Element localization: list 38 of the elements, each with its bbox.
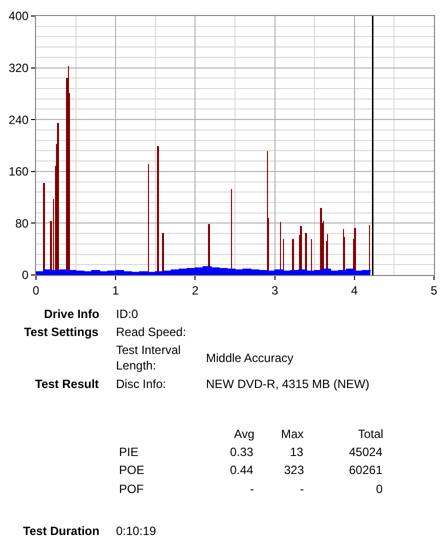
- text: -: [250, 482, 254, 496]
- y-tick-label: 240: [8, 112, 29, 127]
- y-tick-label: 80: [15, 216, 29, 230]
- text: 0:10:19: [116, 524, 156, 538]
- y-tick-label: 160: [8, 164, 29, 179]
- text: PIE: [119, 445, 138, 459]
- text: Middle Accuracy: [206, 351, 294, 365]
- text: Avg: [234, 427, 254, 441]
- text: NEW DVD-R, 4315 MB (NEW): [206, 377, 370, 391]
- x-tick-label: 2: [192, 283, 199, 298]
- text: Disc Info:: [116, 377, 166, 391]
- text: Test Interval Length:: [116, 343, 181, 373]
- y-tick-label: 400: [8, 9, 29, 24]
- x-tick-label: 0: [32, 283, 40, 298]
- text: Drive Info: [44, 307, 100, 321]
- text: 13: [290, 445, 304, 459]
- text: Total: [358, 427, 384, 441]
- text: 323: [284, 463, 304, 477]
- text: 45024: [349, 445, 383, 459]
- x-tick-label: 4: [351, 283, 358, 298]
- text: 60261: [349, 463, 383, 477]
- text: 0.44: [230, 463, 254, 477]
- x-tick-label: 1: [112, 283, 120, 298]
- text: POF: [119, 482, 144, 496]
- text: Max: [281, 427, 304, 441]
- text: Test Duration: [23, 524, 100, 538]
- text: 0: [376, 482, 383, 496]
- text: 0.33: [230, 445, 254, 459]
- text: Test Settings: [24, 325, 99, 339]
- y-tick-label: 0: [22, 268, 29, 282]
- text: Test Result: [35, 377, 99, 391]
- text: ID:0: [116, 307, 138, 321]
- y-tick-label: 320: [8, 61, 29, 75]
- text: Read Speed:: [116, 325, 186, 339]
- text: -: [300, 482, 304, 496]
- x-tick-label: 5: [430, 283, 438, 298]
- x-tick-label: 3: [271, 283, 278, 298]
- text: POE: [119, 463, 144, 477]
